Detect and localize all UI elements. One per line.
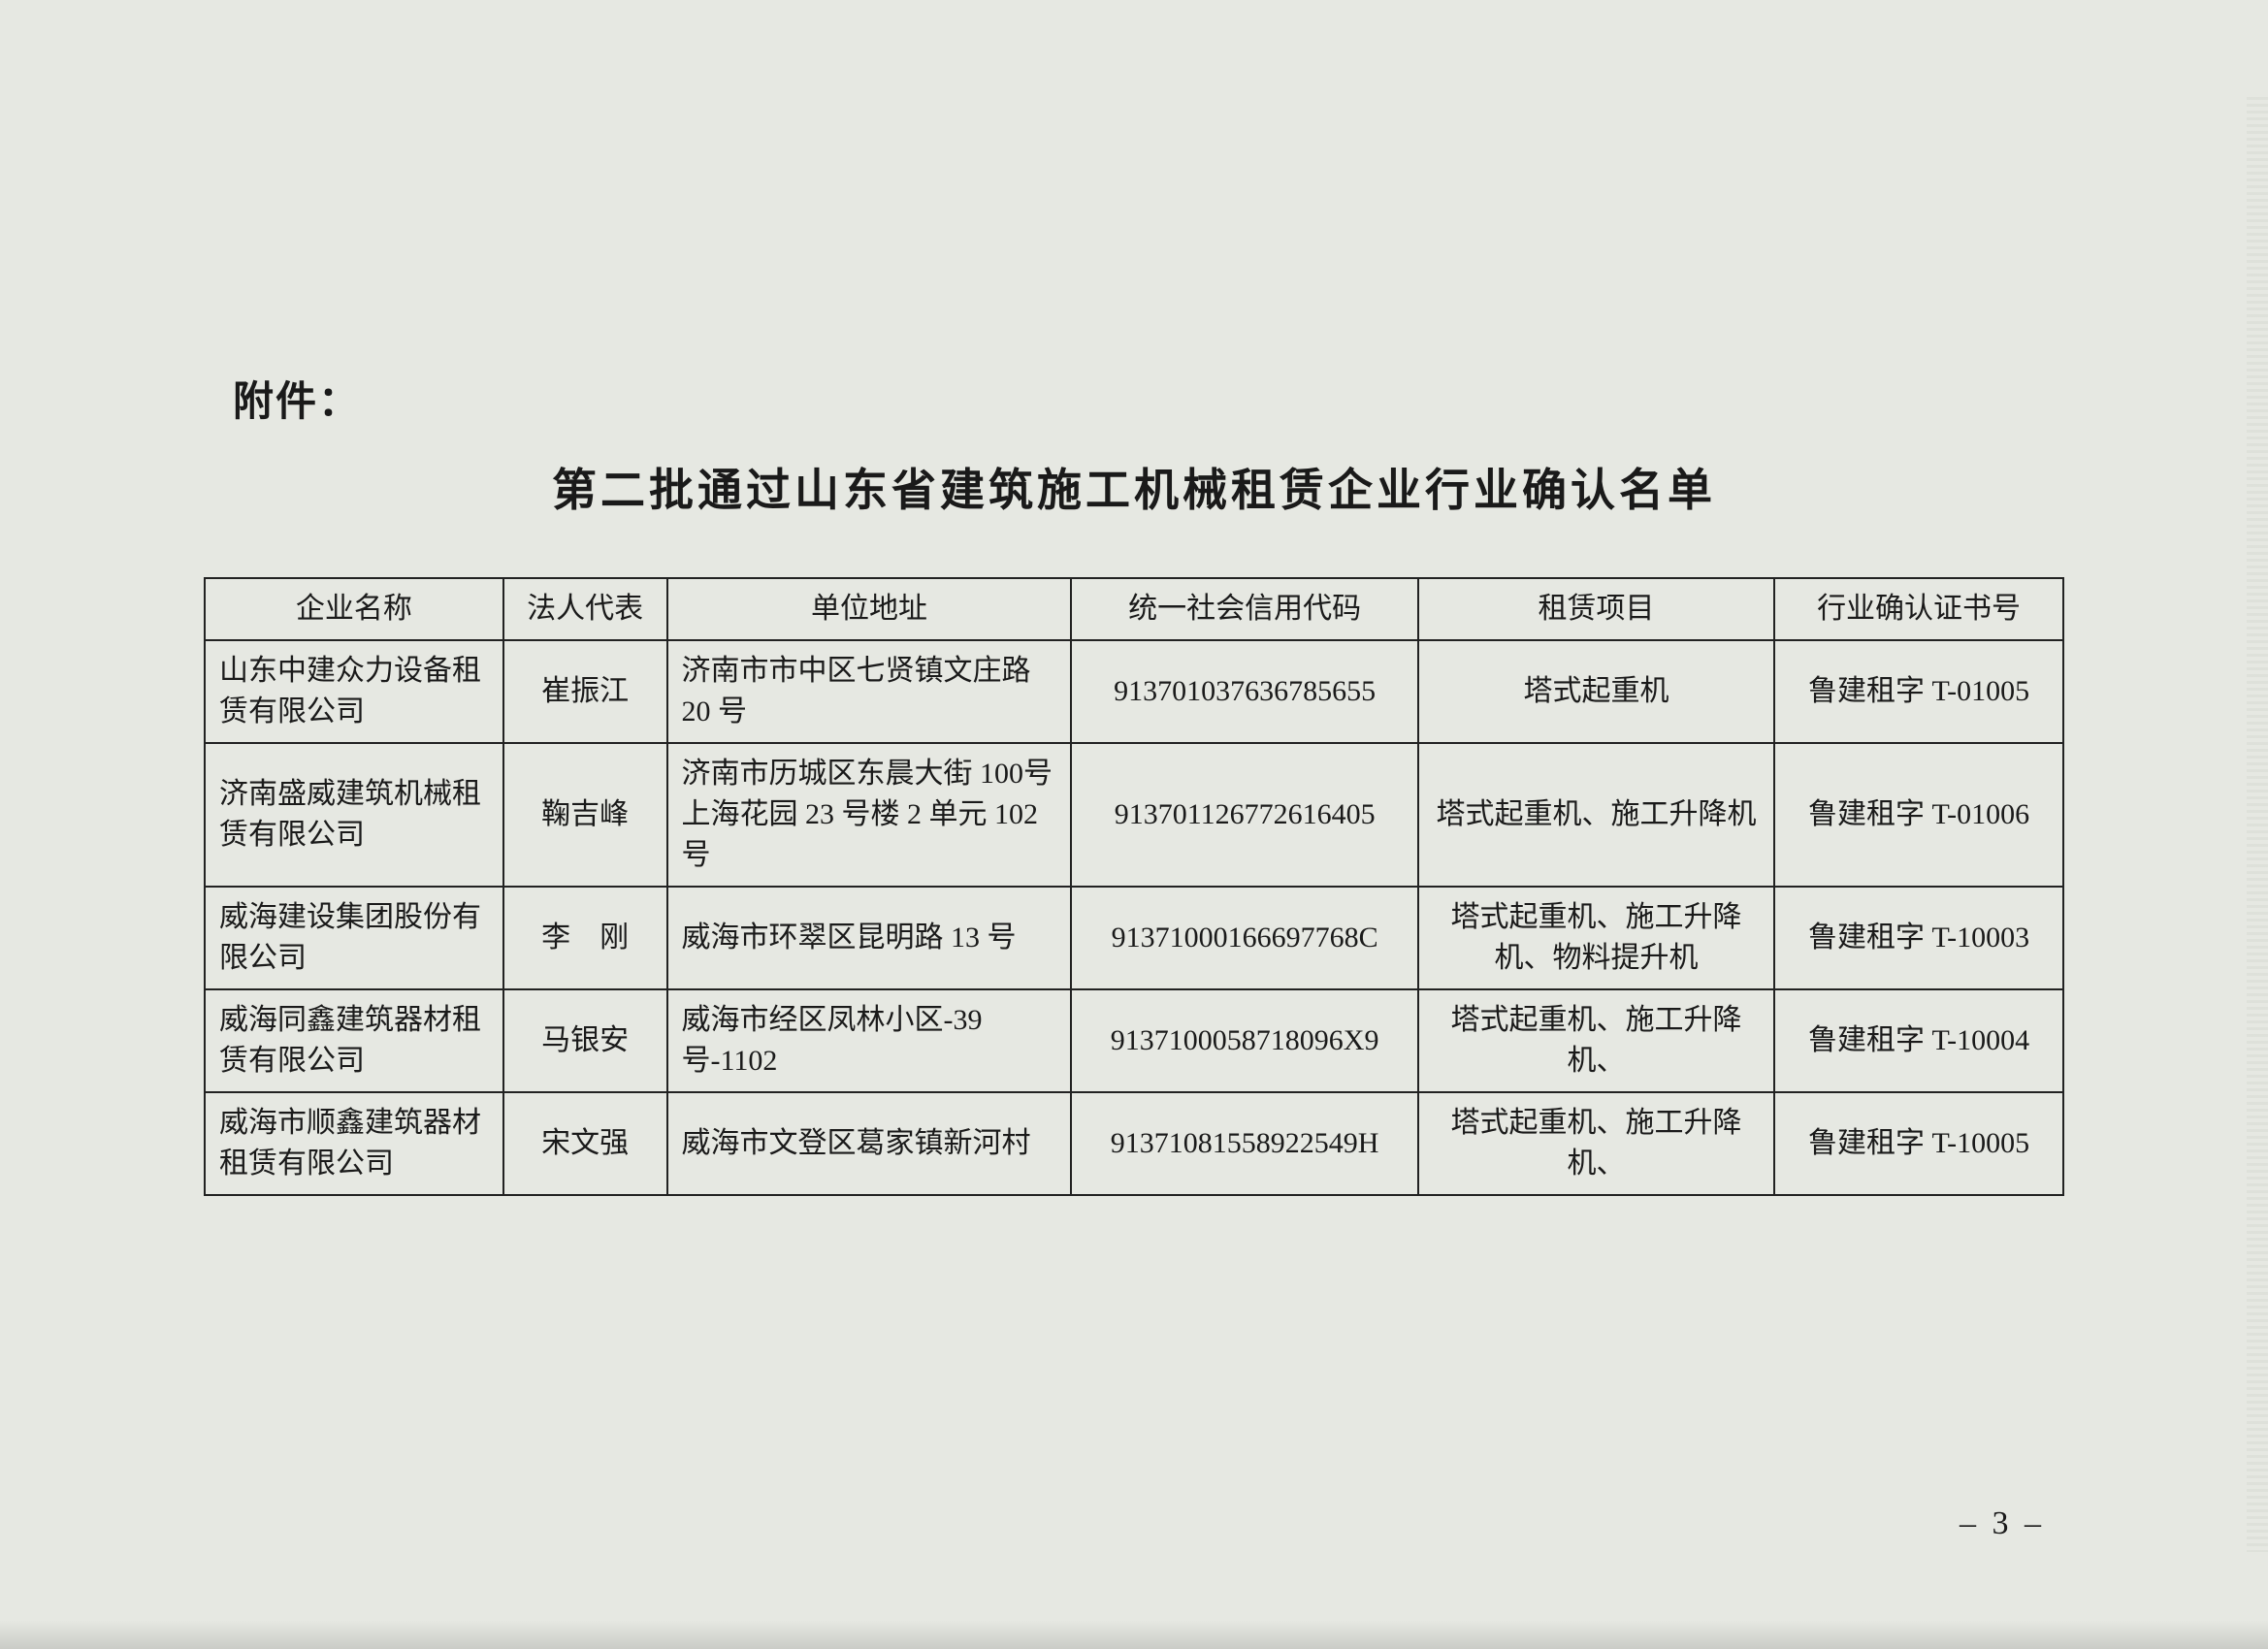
cell-address: 威海市文登区葛家镇新河村 xyxy=(667,1092,1072,1195)
cell-legal: 马银安 xyxy=(503,989,667,1092)
cell-code: 91371000166697768C xyxy=(1071,887,1417,989)
scan-shadow xyxy=(0,1620,2268,1649)
cell-cert: 鲁建租字 T-10003 xyxy=(1774,887,2063,989)
cell-company: 威海市顺鑫建筑器材租赁有限公司 xyxy=(205,1092,503,1195)
page-number: – 3 – xyxy=(1960,1505,2045,1542)
table-row: 威海建设集团股份有限公司 李 刚 威海市环翠区昆明路 13 号 91371000… xyxy=(205,887,2063,989)
company-table: 企业名称 法人代表 单位地址 统一社会信用代码 租赁项目 行业确认证书号 山东中… xyxy=(204,577,2064,1196)
cell-project: 塔式起重机、施工升降机、物料提升机 xyxy=(1418,887,1774,989)
cell-code: 913701037636785655 xyxy=(1071,640,1417,743)
cell-address: 威海市环翠区昆明路 13 号 xyxy=(667,887,1072,989)
table-header-row: 企业名称 法人代表 单位地址 统一社会信用代码 租赁项目 行业确认证书号 xyxy=(205,578,2063,640)
cell-code: 9137100058718096X9 xyxy=(1071,989,1417,1092)
cell-company: 威海建设集团股份有限公司 xyxy=(205,887,503,989)
cell-project: 塔式起重机、施工升降机 xyxy=(1418,743,1774,887)
cell-project: 塔式起重机、施工升降机、 xyxy=(1418,989,1774,1092)
cell-address: 济南市历城区东晨大街 100号上海花园 23 号楼 2 单元 102号 xyxy=(667,743,1072,887)
col-header-cert: 行业确认证书号 xyxy=(1774,578,2063,640)
table-row: 济南盛威建筑机械租赁有限公司 鞠吉峰 济南市历城区东晨大街 100号上海花园 2… xyxy=(205,743,2063,887)
cell-cert: 鲁建租字 T-10004 xyxy=(1774,989,2063,1092)
cell-company: 山东中建众力设备租赁有限公司 xyxy=(205,640,503,743)
cell-address: 济南市市中区七贤镇文庄路20 号 xyxy=(667,640,1072,743)
cell-legal: 崔振江 xyxy=(503,640,667,743)
page-title: 第二批通过山东省建筑施工机械租赁企业行业确认名单 xyxy=(204,455,2064,519)
cell-address: 威海市经区凤林小区-39 号-1102 xyxy=(667,989,1072,1092)
cell-legal: 李 刚 xyxy=(503,887,667,989)
cell-legal: 鞠吉峰 xyxy=(503,743,667,887)
page-content: 附件： 第二批通过山东省建筑施工机械租赁企业行业确认名单 企业名称 法人代表 单… xyxy=(0,0,2268,1196)
cell-company: 威海同鑫建筑器材租赁有限公司 xyxy=(205,989,503,1092)
table-row: 山东中建众力设备租赁有限公司 崔振江 济南市市中区七贤镇文庄路20 号 9137… xyxy=(205,640,2063,743)
col-header-address: 单位地址 xyxy=(667,578,1072,640)
table-row: 威海同鑫建筑器材租赁有限公司 马银安 威海市经区凤林小区-39 号-1102 9… xyxy=(205,989,2063,1092)
attachment-label: 附件： xyxy=(233,369,2064,428)
cell-cert: 鲁建租字 T-01005 xyxy=(1774,640,2063,743)
table-row: 威海市顺鑫建筑器材租赁有限公司 宋文强 威海市文登区葛家镇新河村 9137108… xyxy=(205,1092,2063,1195)
cell-code: 91371081558922549H xyxy=(1071,1092,1417,1195)
col-header-company: 企业名称 xyxy=(205,578,503,640)
col-header-legal: 法人代表 xyxy=(503,578,667,640)
cell-code: 913701126772616405 xyxy=(1071,743,1417,887)
scan-artifact xyxy=(2247,97,2268,1552)
cell-project: 塔式起重机 xyxy=(1418,640,1774,743)
cell-legal: 宋文强 xyxy=(503,1092,667,1195)
col-header-project: 租赁项目 xyxy=(1418,578,1774,640)
cell-cert: 鲁建租字 T-10005 xyxy=(1774,1092,2063,1195)
cell-project: 塔式起重机、施工升降机、 xyxy=(1418,1092,1774,1195)
cell-cert: 鲁建租字 T-01006 xyxy=(1774,743,2063,887)
col-header-code: 统一社会信用代码 xyxy=(1071,578,1417,640)
cell-company: 济南盛威建筑机械租赁有限公司 xyxy=(205,743,503,887)
